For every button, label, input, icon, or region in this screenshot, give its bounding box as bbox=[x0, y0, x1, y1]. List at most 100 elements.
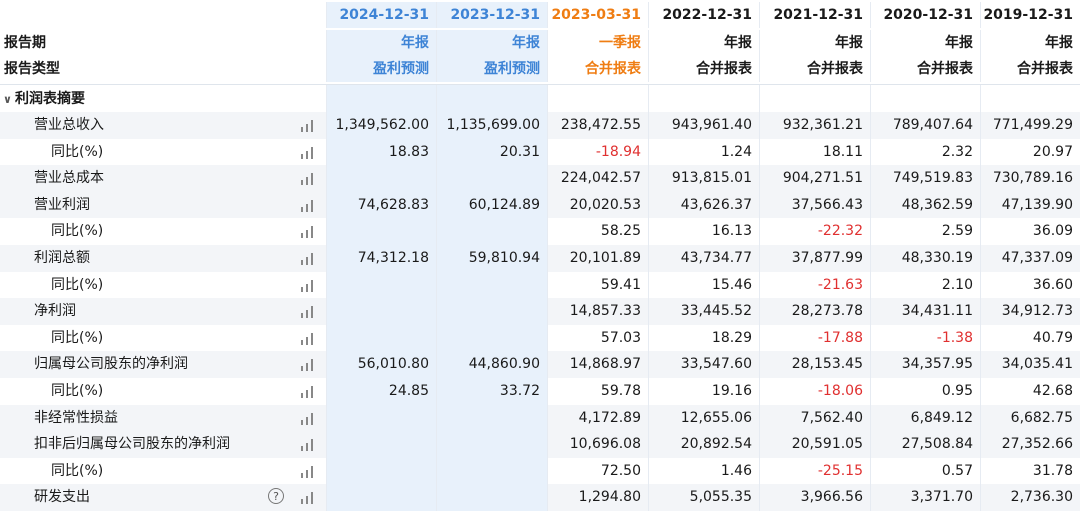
bar-chart-icon[interactable] bbox=[300, 465, 314, 478]
column-date-2019[interactable]: 2019-12-31 bbox=[980, 2, 1080, 28]
column-period: 年报 bbox=[648, 30, 759, 56]
table-row[interactable]: 营业总收入 1,349,562.00 1,135,699.00 238,472.55 9… bbox=[0, 112, 1080, 139]
bar-chart-icon[interactable] bbox=[300, 146, 314, 159]
section-header-income-summary[interactable]: ∨ 利润表摘要 bbox=[0, 84, 1080, 113]
table-row[interactable]: 研发支出? 1,294.80 5,055.35 3,966.56 3,371.70 2,7… bbox=[0, 484, 1080, 511]
table-cell: 56,010.80 bbox=[326, 351, 436, 378]
forecast-column-bg bbox=[326, 85, 436, 113]
section-spacer bbox=[547, 85, 648, 113]
row-label: 同比(%) bbox=[0, 139, 326, 166]
table-cell bbox=[436, 165, 547, 192]
table-cell: 2.10 bbox=[870, 271, 980, 299]
table-cell: 47,337.09 bbox=[980, 245, 1080, 272]
row-label-text: 扣非后归属母公司股东的净利润 bbox=[34, 436, 230, 453]
table-row[interactable]: 归属母公司股东的净利润 56,010.80 44,860.90 14,868.97 33… bbox=[0, 351, 1080, 378]
table-cell: 27,508.84 bbox=[870, 431, 980, 458]
table-cell: 20.31 bbox=[436, 138, 547, 166]
table-cell: 4,172.89 bbox=[547, 404, 648, 432]
bar-chart-icon[interactable] bbox=[300, 439, 314, 452]
row-label: 非经常性损益 bbox=[0, 405, 326, 432]
row-label-text: 同比(%) bbox=[51, 329, 104, 346]
column-date-2023[interactable]: 2023-12-31 bbox=[436, 2, 547, 28]
table-cell: 18.83 bbox=[326, 138, 436, 166]
table-row[interactable]: 营业总成本 224,042.57 913,815.01 904,271.51 749,5… bbox=[0, 165, 1080, 192]
table-cell: 904,271.51 bbox=[759, 165, 870, 192]
row-label-text: 营业总成本 bbox=[34, 170, 104, 187]
bar-chart-icon[interactable] bbox=[300, 253, 314, 265]
table-cell: 31.78 bbox=[980, 457, 1080, 485]
table-cell: 224,042.57 bbox=[547, 165, 648, 192]
table-row[interactable]: 同比(%) 24.85 33.72 59.78 19.16 -18.06 0.95 42.68 bbox=[0, 378, 1080, 405]
column-period: 年报 bbox=[980, 30, 1080, 56]
row-label-text: 营业利润 bbox=[34, 196, 90, 213]
table-row[interactable]: 同比(%) 57.03 18.29 -17.88 -1.38 40.79 bbox=[0, 324, 1080, 352]
bar-chart-icon[interactable] bbox=[300, 173, 314, 186]
table-row[interactable]: 同比(%) 18.83 20.31 -18.94 1.24 18.11 2.32 20.97 bbox=[0, 138, 1080, 166]
table-cell bbox=[326, 218, 436, 245]
table-cell: 40.79 bbox=[980, 324, 1080, 352]
table-cell bbox=[436, 457, 547, 485]
table-cell: 28,153.45 bbox=[759, 351, 870, 378]
table-row[interactable]: 同比(%) 72.50 1.46 -25.15 0.57 31.78 bbox=[0, 457, 1080, 485]
section-title[interactable]: ∨ 利润表摘要 bbox=[0, 85, 326, 113]
bar-chart-icon[interactable] bbox=[300, 412, 314, 425]
table-row[interactable]: 净利润 14,857.33 33,445.52 28,273.78 34,431.11 3… bbox=[0, 298, 1080, 325]
table-cell: 1,349,562.00 bbox=[326, 112, 436, 139]
table-cell: 58.25 bbox=[547, 218, 648, 245]
table-cell: 74,628.83 bbox=[326, 191, 436, 219]
bar-chart-icon[interactable] bbox=[300, 359, 314, 372]
bar-chart-icon[interactable] bbox=[300, 279, 314, 292]
table-row[interactable]: 扣非后归属母公司股东的净利润 10,696.08 20,892.54 20,591.0… bbox=[0, 431, 1080, 458]
row-label: 同比(%) bbox=[0, 218, 326, 245]
table-cell: -18.94 bbox=[547, 138, 648, 166]
section-spacer bbox=[980, 85, 1080, 113]
column-date-2020[interactable]: 2020-12-31 bbox=[870, 2, 980, 28]
row-label: 研发支出? bbox=[0, 484, 326, 511]
help-icon[interactable]: ? bbox=[268, 488, 284, 505]
row-label: 营业利润 bbox=[0, 192, 326, 219]
table-cell bbox=[326, 165, 436, 192]
table-row[interactable]: 同比(%) 58.25 16.13 -22.32 2.59 36.09 bbox=[0, 218, 1080, 245]
table-cell: 34,357.95 bbox=[870, 351, 980, 378]
report-type-label: 报告类型 bbox=[4, 61, 60, 77]
row-label: 利润总额 bbox=[0, 245, 326, 272]
table-cell bbox=[436, 298, 547, 325]
table-cell: 33,547.60 bbox=[648, 351, 759, 378]
column-date-2021[interactable]: 2021-12-31 bbox=[759, 2, 870, 28]
table-row[interactable]: 利润总额 74,312.18 59,810.94 20,101.89 43,734.77… bbox=[0, 245, 1080, 272]
table-cell: 6,682.75 bbox=[980, 404, 1080, 432]
column-period: 年报 bbox=[436, 30, 547, 56]
row-label-text: 利润总额 bbox=[34, 250, 90, 266]
table-cell: 33.72 bbox=[436, 378, 547, 405]
bar-chart-icon[interactable] bbox=[300, 306, 314, 319]
table-cell: 12,655.06 bbox=[648, 404, 759, 432]
bar-chart-icon[interactable] bbox=[300, 199, 314, 212]
bar-chart-icon[interactable] bbox=[300, 332, 314, 345]
column-date-2024[interactable]: 2024-12-31 bbox=[326, 2, 436, 28]
chevron-down-icon[interactable]: ∨ bbox=[3, 93, 12, 106]
table-cell: 59.78 bbox=[547, 378, 648, 405]
table-cell: 932,361.21 bbox=[759, 112, 870, 139]
column-date-2023q1[interactable]: 2023-03-31 bbox=[547, 2, 648, 28]
bar-chart-icon[interactable] bbox=[300, 492, 314, 505]
row-label: 同比(%) bbox=[0, 378, 326, 405]
table-cell: 36.60 bbox=[980, 271, 1080, 299]
bar-chart-icon[interactable] bbox=[300, 226, 314, 239]
row-label-text: 营业总收入 bbox=[34, 117, 104, 133]
row-label: 同比(%) bbox=[0, 325, 326, 352]
bar-chart-icon[interactable] bbox=[300, 120, 314, 132]
table-cell: 28,273.78 bbox=[759, 298, 870, 325]
table-cell: 20.97 bbox=[980, 138, 1080, 166]
table-cell: 27,352.66 bbox=[980, 431, 1080, 458]
table-row[interactable]: 同比(%) 59.41 15.46 -21.63 2.10 36.60 bbox=[0, 271, 1080, 299]
table-cell: 20,892.54 bbox=[648, 431, 759, 458]
column-type: 合并报表 bbox=[759, 56, 870, 82]
table-row[interactable]: 非经常性损益 4,172.89 12,655.06 7,562.40 6,849.12 6… bbox=[0, 404, 1080, 432]
column-period: 一季报 bbox=[547, 30, 648, 56]
table-cell: 10,696.08 bbox=[547, 431, 648, 458]
bar-chart-icon[interactable] bbox=[300, 386, 314, 398]
column-date-2022[interactable]: 2022-12-31 bbox=[648, 2, 759, 28]
table-cell: 730,789.16 bbox=[980, 165, 1080, 192]
table-row[interactable]: 营业利润 74,628.83 60,124.89 20,020.53 43,626.37… bbox=[0, 191, 1080, 219]
